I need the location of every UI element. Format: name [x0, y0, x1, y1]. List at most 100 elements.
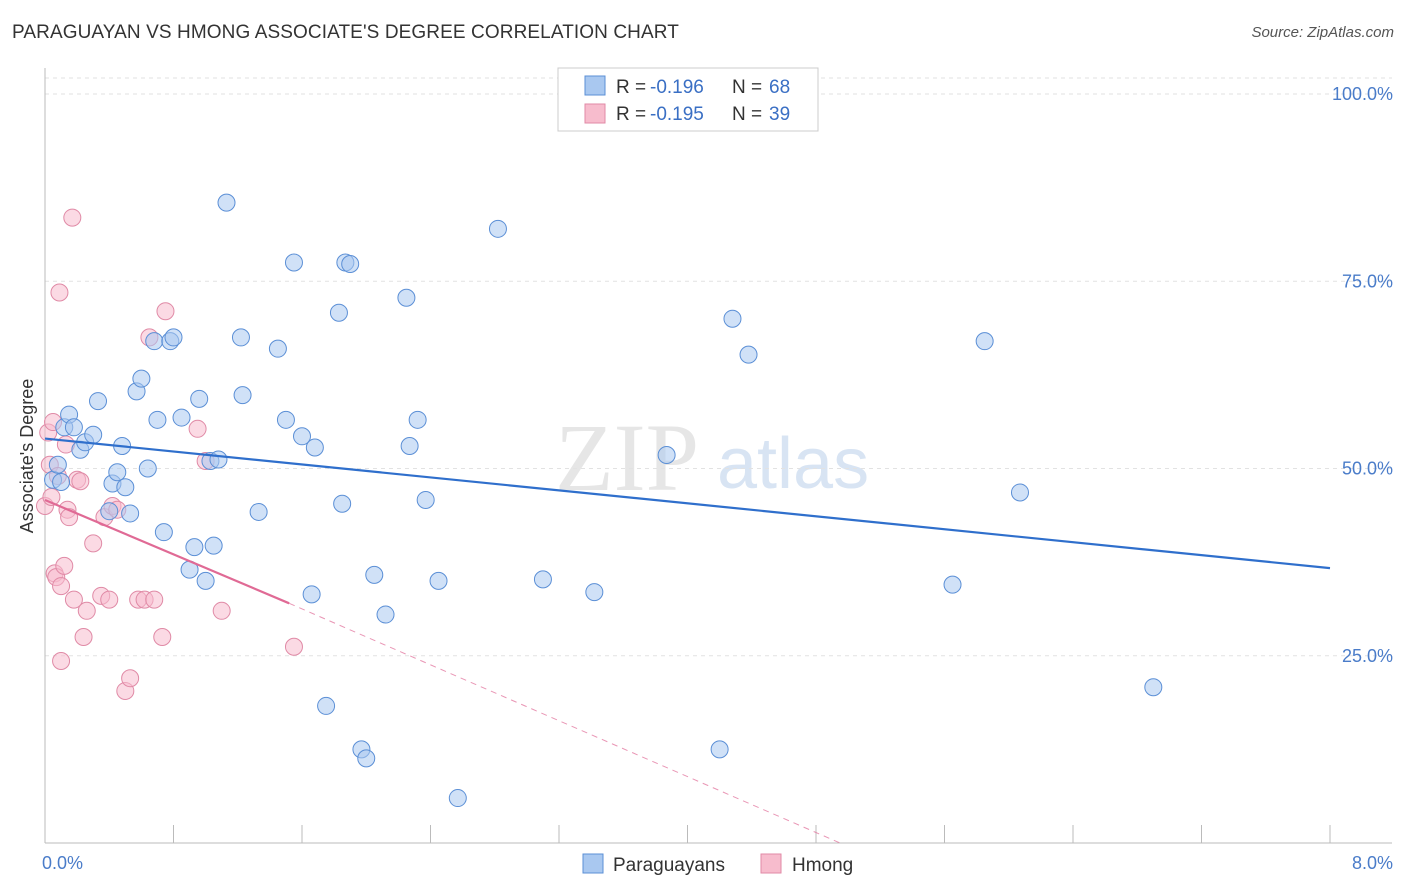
hmong-point [284, 637, 303, 656]
bottom-legend-label-paraguayans: Paraguayans [613, 855, 725, 876]
paraguayan-point [1010, 483, 1029, 502]
y-tick-labels: 25.0% 50.0% 75.0% 100.0% [1332, 84, 1393, 666]
hmong-point [52, 577, 71, 596]
y-axis-label: Associate's Degree [17, 379, 37, 534]
watermark-atlas: atlas [717, 424, 869, 504]
hmong-point [156, 302, 175, 321]
hmong-point [77, 601, 96, 620]
paraguayan-point [975, 332, 994, 351]
paraguayan-point [365, 565, 384, 584]
bottom-legend-swatch-hmong [760, 853, 782, 874]
bottom-legend-label-hmong: Hmong [792, 855, 853, 876]
paraguayan-point [172, 408, 191, 427]
paraguayan-point [448, 789, 467, 808]
paraguayan-point [533, 570, 552, 589]
y-tick-label: 25.0% [1342, 646, 1393, 666]
legend-n-label-1: N = [732, 77, 762, 98]
hmong-point [74, 628, 93, 647]
bottom-legend-swatch-paraguayans [582, 853, 604, 874]
paraguayan-point [209, 450, 228, 469]
legend-n-value-1: 68 [769, 77, 790, 98]
chart-title: PARAGUAYAN VS HMONG ASSOCIATE'S DEGREE C… [12, 22, 679, 43]
paraguayan-point [100, 502, 119, 521]
paraguayan-point [89, 392, 108, 411]
hmong-point [153, 628, 172, 647]
hmong-point [63, 208, 82, 227]
paraguayan-point [341, 255, 360, 274]
paraguayan-point [723, 309, 742, 328]
paraguayan-point [196, 571, 215, 590]
paraguayan-point [943, 575, 962, 594]
legend-n-value-2: 39 [769, 104, 790, 125]
hmong-point [121, 669, 140, 688]
paraguayan-point [132, 369, 151, 388]
paraguayan-point [657, 446, 676, 465]
top-legend: R = -0.196 N = 68 R = -0.195 N = 39 [557, 67, 819, 132]
paraguayan-point [108, 463, 127, 482]
legend-r-label-2: R = [616, 104, 646, 125]
paraguayan-point [145, 332, 164, 351]
paraguayan-point [302, 585, 321, 604]
hmong-point [50, 283, 69, 302]
hmong-point [71, 472, 90, 491]
hmong-point [212, 601, 231, 620]
paraguayan-point [317, 696, 336, 715]
paraguayan-point [64, 418, 83, 437]
paraguayan-point [276, 410, 295, 429]
paraguayan-point [376, 605, 395, 624]
y-tick-label: 50.0% [1342, 459, 1393, 479]
paraguayan-point [190, 389, 209, 408]
hmong-points [36, 208, 303, 700]
paraguayan-point [710, 740, 729, 759]
paraguayan-point [84, 425, 103, 444]
watermark-zip: ZIP [555, 404, 699, 511]
bottom-legend: Paraguayans Hmong [582, 853, 853, 876]
trend-lines [44, 437, 1331, 844]
legend-r-value-2: -0.195 [650, 104, 704, 125]
paraguayan-point [333, 494, 352, 513]
legend-swatch-paraguayans [584, 75, 606, 96]
paraguayan-trend-line [44, 437, 1331, 570]
paraguayan-point [739, 345, 758, 364]
legend-swatch-hmong [584, 103, 606, 124]
hmong-point [188, 419, 207, 438]
hmong-point [64, 590, 83, 609]
paraguayan-point [293, 427, 311, 446]
paraguayan-point [305, 438, 324, 457]
paraguayan-point [1144, 678, 1163, 697]
paraguayan-point [148, 410, 167, 429]
paraguayan-point [217, 193, 236, 212]
hmong-point [145, 590, 164, 609]
paraguayan-point [408, 410, 427, 429]
paraguayan-point [231, 328, 250, 347]
paraguayan-point [185, 538, 204, 557]
hmong-point [52, 651, 71, 670]
paraguayan-point [154, 523, 173, 542]
paraguayan-point [48, 455, 67, 474]
paraguayan-point [357, 749, 376, 768]
x-tick-labels: 0.0% 8.0% [42, 853, 1393, 873]
paraguayan-point [397, 288, 416, 307]
paraguayan-point [488, 219, 507, 238]
axes [44, 68, 1392, 844]
paraguayan-point [400, 437, 419, 456]
legend-r-value-1: -0.196 [650, 77, 704, 98]
paraguayan-point [429, 571, 448, 590]
paraguayan-point [249, 502, 268, 521]
paraguayan-point [329, 303, 348, 322]
hmong-point [84, 534, 103, 553]
x-tick-label: 0.0% [42, 853, 83, 873]
paraguayan-point [268, 339, 287, 358]
y-tick-label: 75.0% [1342, 271, 1393, 291]
hmong-point [100, 590, 119, 609]
paraguayan-point [164, 328, 183, 347]
paraguayan-point [52, 472, 71, 491]
legend-r-label-1: R = [616, 77, 646, 98]
paraguayan-point [233, 386, 252, 405]
hmong-trend-line-extension [288, 602, 841, 844]
hmong-point [55, 556, 74, 575]
hmong-trend-line [44, 498, 290, 605]
paraguayan-point [138, 459, 157, 478]
paraguayan-point [204, 536, 223, 555]
